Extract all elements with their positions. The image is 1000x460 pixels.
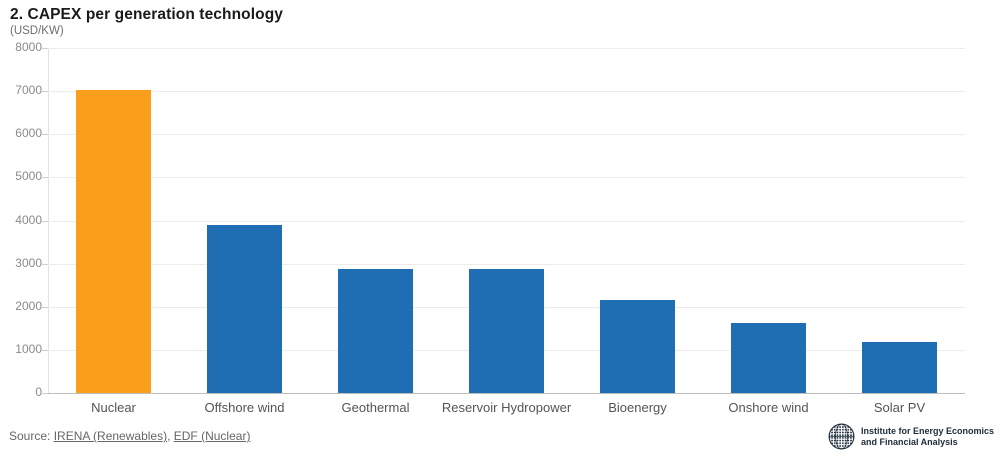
- chart-title: 2. CAPEX per generation technology: [10, 6, 283, 23]
- y-tick-8000: [42, 48, 48, 49]
- ieefa-logo[interactable]: Institute for Energy Economics and Finan…: [828, 423, 994, 450]
- y-tick-0: [42, 393, 48, 394]
- y-tick-label-6000: 6000: [15, 126, 42, 141]
- logo-line-2: and Financial Analysis: [860, 436, 958, 447]
- bar-bioenergy: [600, 300, 675, 393]
- bar-onshore-wind: [731, 322, 806, 393]
- y-tick-6000: [42, 134, 48, 136]
- y-tick-4000: [42, 220, 48, 222]
- y-tick-5000: [42, 177, 48, 179]
- gridline-0: [48, 393, 965, 394]
- plot-area: [48, 48, 965, 394]
- y-tick-label-8000: 8000: [15, 40, 42, 54]
- y-tick-label-4000: 4000: [15, 212, 42, 227]
- y-tick-label-1000: 1000: [15, 341, 42, 356]
- source-link-edf[interactable]: EDF (Nuclear): [173, 429, 251, 443]
- x-label-onshore-wind: Onshore wind: [728, 400, 809, 415]
- gridline-8000: [48, 48, 965, 49]
- gridline-3000: [48, 263, 965, 265]
- x-label-solar-pv: Solar PV: [873, 400, 926, 415]
- y-axis-labels: 0 1000 2000 3000 4000 5000 6000 7000 8000: [0, 0, 42, 460]
- y-tick-label-5000: 5000: [15, 169, 42, 184]
- y-tick-7000: [42, 91, 48, 93]
- chart-subtitle: (USD/KW): [10, 25, 64, 37]
- x-axis-labels: Nuclear Offshore wind Geothermal Reservoir …: [48, 400, 965, 415]
- y-tick-2000: [42, 306, 48, 308]
- x-label-offshore-wind: Offshore wind: [204, 400, 285, 415]
- logo-text: Institute for Energy Economics and Finan…: [861, 426, 994, 448]
- bar-nuclear: [76, 90, 151, 393]
- bar-geothermal: [338, 268, 413, 393]
- y-tick-label-7000: 7000: [15, 83, 42, 98]
- bar-offshore-wind: [207, 225, 282, 393]
- source-prefix: Source:: [9, 429, 54, 443]
- bar-reservoir-hydropower: [469, 268, 544, 393]
- y-tick-3000: [42, 263, 48, 265]
- x-label-bioenergy: Bioenergy: [608, 400, 667, 415]
- gridline-6000: [48, 134, 965, 136]
- gridline-4000: [48, 220, 965, 222]
- x-label-geothermal: Geothermal: [341, 400, 410, 415]
- source-link-irena[interactable]: IRENA (Renewables): [53, 429, 168, 443]
- source-line: Source: IRENA (Renewables), EDF (Nuclear…: [9, 429, 250, 443]
- x-label-nuclear: Nuclear: [91, 400, 136, 415]
- source-separator: ,: [167, 429, 174, 443]
- y-tick-label-0: 0: [35, 385, 42, 399]
- x-label-reservoir-hydropower: Reservoir Hydropower: [441, 400, 572, 415]
- y-tick-label-3000: 3000: [15, 255, 42, 270]
- gridline-5000: [48, 177, 965, 179]
- y-tick-1000: [42, 349, 48, 351]
- logo-line-1: Institute for Energy Economics: [860, 425, 994, 436]
- y-tick-label-2000: 2000: [15, 298, 42, 313]
- bar-solar-pv: [862, 341, 937, 393]
- gridline-7000: [48, 91, 965, 93]
- globe-icon: [828, 423, 855, 450]
